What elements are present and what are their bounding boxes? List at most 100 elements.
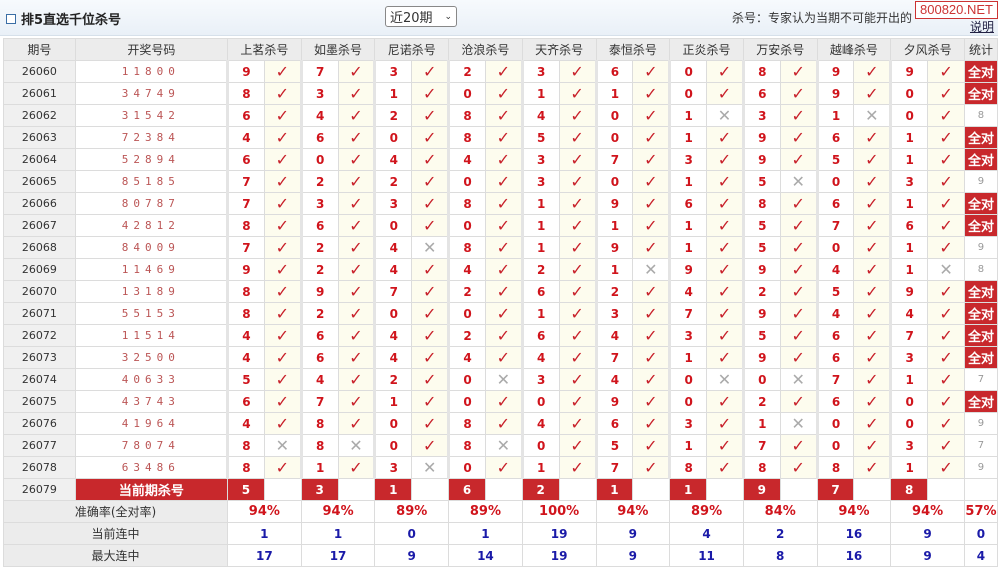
kill-digit: 1 — [668, 434, 708, 457]
kill-digit: 9 — [741, 148, 781, 171]
check-icon: ✓ — [484, 104, 523, 127]
check-icon: ✓ — [779, 82, 818, 105]
check-icon: ✓ — [779, 258, 818, 281]
kill-digit: 6 — [741, 82, 781, 105]
kill-digit: 9 — [889, 60, 929, 83]
check-icon: ✓ — [411, 192, 450, 215]
check-icon: ✓ — [337, 148, 376, 171]
check-icon: ✓ — [632, 390, 671, 413]
draw-number: 84009 — [74, 236, 229, 259]
check-icon: ✓ — [337, 390, 376, 413]
check-icon: ✓ — [484, 82, 523, 105]
col-expert[interactable]: 沧浪杀号 — [448, 38, 523, 61]
col-expert[interactable]: 正炎杀号 — [669, 38, 744, 61]
col-expert[interactable]: 越峰杀号 — [816, 38, 892, 61]
kill-digit: 2 — [299, 170, 339, 193]
col-expert[interactable]: 夕风杀号 — [890, 38, 965, 61]
stats-value: 9 — [890, 544, 965, 567]
check-icon: ✓ — [927, 368, 965, 391]
check-icon: ✓ — [411, 126, 450, 149]
stats-value: 94% — [300, 500, 376, 523]
empty-cell — [779, 478, 818, 501]
kill-digit: 1 — [741, 412, 781, 435]
check-icon: ✓ — [706, 148, 744, 171]
table-row: 26071 55153 8 ✓ 2 ✓ 0 ✓ 0 ✓ 1 ✓ 3 ✓ 7 ✓ 9 ✓ 4 ✓ 4 ✓ 全对 — [3, 302, 998, 325]
period-select[interactable]: 近20期 ⌄ — [385, 6, 457, 27]
check-icon: ✓ — [411, 104, 450, 127]
empty-cell — [484, 478, 523, 501]
kill-digit: 5 — [815, 148, 855, 171]
col-expert[interactable]: 尼诺杀号 — [374, 38, 450, 61]
check-icon: ✓ — [337, 126, 376, 149]
kill-digit: 2 — [299, 302, 339, 325]
kill-digit: 8 — [447, 192, 486, 215]
kill-digit: 2 — [447, 60, 486, 83]
issue-cell: 26068 — [3, 236, 76, 259]
stat-cell: 全对 — [963, 60, 998, 83]
col-expert[interactable]: 如墨杀号 — [300, 38, 376, 61]
help-link[interactable]: 说明 — [969, 20, 994, 34]
check-icon: ✓ — [411, 434, 450, 457]
stats-value: 2 — [742, 522, 818, 545]
stats-value: 1 — [448, 522, 523, 545]
check-icon: ✓ — [779, 214, 818, 237]
col-expert[interactable]: 万安杀号 — [742, 38, 818, 61]
kill-digit: 1 — [815, 104, 855, 127]
kill-digit: 0 — [373, 214, 413, 237]
check-icon: ✓ — [853, 412, 892, 435]
check-icon: ✓ — [263, 302, 302, 325]
check-icon: ✓ — [927, 434, 965, 457]
kill-digit: 8 — [815, 456, 855, 479]
check-icon: ✓ — [484, 236, 523, 259]
kill-digit: 8 — [226, 456, 265, 479]
kill-digit: 0 — [520, 434, 560, 457]
check-icon: ✓ — [484, 390, 523, 413]
kill-digit: 7 — [668, 302, 708, 325]
check-icon: ✓ — [411, 302, 450, 325]
stat-cell: 全对 — [963, 126, 998, 149]
check-icon: ✓ — [263, 412, 302, 435]
check-icon: ✓ — [411, 280, 450, 303]
col-draw: 开奖号码 — [74, 38, 229, 61]
kill-digit: 3 — [889, 434, 929, 457]
issue-cell: 26073 — [3, 346, 76, 369]
kill-digit: 6 — [668, 192, 708, 215]
check-icon: ✓ — [853, 258, 892, 281]
kill-digit: 5 — [594, 434, 634, 457]
kill-digit: 8 — [299, 434, 339, 457]
check-icon: ✓ — [484, 192, 523, 215]
check-icon: ✓ — [263, 236, 302, 259]
check-icon: ✓ — [337, 236, 376, 259]
check-icon: ✓ — [853, 302, 892, 325]
kill-digit: 0 — [594, 104, 634, 127]
kill-digit: 2 — [741, 280, 781, 303]
check-icon: ✓ — [558, 368, 597, 391]
check-icon: ✓ — [337, 170, 376, 193]
issue-cell: 26074 — [3, 368, 76, 391]
check-icon: ✓ — [558, 456, 597, 479]
check-icon: ✓ — [411, 258, 450, 281]
col-expert[interactable]: 上茗杀号 — [227, 38, 302, 61]
empty-cell — [558, 478, 597, 501]
col-expert[interactable]: 泰恒杀号 — [595, 38, 671, 61]
kill-digit: 9 — [889, 280, 929, 303]
stat-cell: 全对 — [963, 280, 998, 303]
stats-value: 100% — [521, 500, 597, 523]
check-icon: ✓ — [779, 434, 818, 457]
draw-number: 72384 — [74, 126, 229, 149]
empty-cell — [411, 478, 450, 501]
kill-digit: 4 — [594, 324, 634, 347]
check-icon: ✓ — [484, 170, 523, 193]
check-icon: ✓ — [484, 148, 523, 171]
cross-icon: ✕ — [337, 434, 376, 457]
check-icon: ✓ — [337, 302, 376, 325]
table-row: 26073 32500 4 ✓ 6 ✓ 4 ✓ 4 ✓ 4 ✓ 7 ✓ 1 ✓ 9 ✓ 6 ✓ 3 ✓ 全对 — [3, 346, 998, 369]
kill-digit: 6 — [594, 412, 634, 435]
col-expert[interactable]: 天齐杀号 — [521, 38, 597, 61]
kill-digit: 3 — [373, 60, 413, 83]
draw-number: 13189 — [74, 280, 229, 303]
kill-digit: 7 — [594, 148, 634, 171]
check-icon: ✓ — [706, 346, 744, 369]
stat-cell: 9 — [963, 456, 998, 479]
stats-label: 当前连中 — [2, 522, 229, 545]
